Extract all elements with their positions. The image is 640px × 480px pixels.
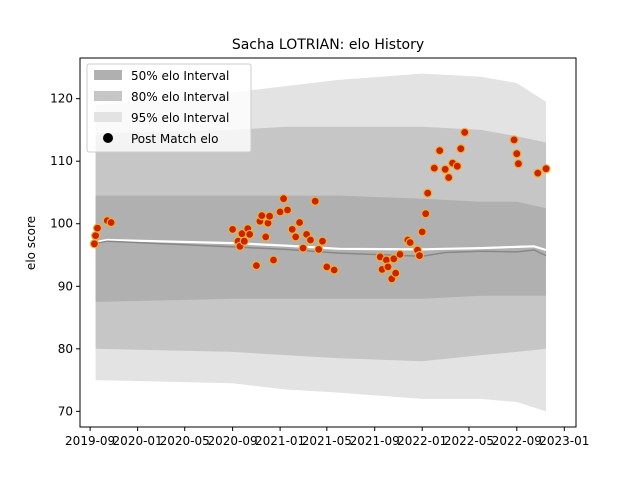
- x-tick-label: 2020-09: [208, 434, 258, 448]
- x-tick-label: 2020-01: [113, 434, 163, 448]
- post-match-point: [429, 163, 439, 173]
- x-tick-label: 2023-01: [539, 434, 589, 448]
- x-tick-label: 2022-01: [397, 434, 447, 448]
- post-match-point: [298, 243, 308, 253]
- post-match-point: [322, 262, 332, 272]
- post-match-point: [314, 244, 324, 254]
- y-tick-label: 70: [58, 404, 73, 418]
- axes: 70 80 90 100 110 120 2019-092020-012020-052020…: [50, 57, 589, 448]
- legend-label-80: 80% elo Interval: [131, 90, 229, 104]
- y-tick-label: 80: [58, 342, 73, 356]
- post-match-point: [275, 207, 285, 217]
- x-tick-label: 2021-05: [302, 434, 352, 448]
- post-match-point: [245, 229, 255, 239]
- y-tick-label: 100: [50, 217, 73, 231]
- post-match-point: [435, 146, 445, 156]
- post-match-point: [329, 265, 339, 275]
- post-match-point: [287, 224, 297, 234]
- post-match-point: [405, 237, 415, 248]
- post-match-point: [305, 235, 316, 245]
- legend-marker-point: [103, 133, 113, 143]
- x-tick-label: 2021-09: [350, 434, 400, 448]
- y-tick-label: 120: [50, 92, 73, 106]
- legend-label-point: Post Match elo: [131, 132, 218, 146]
- post-match-point: [423, 188, 433, 198]
- post-match-point: [92, 223, 103, 233]
- post-match-point: [395, 249, 405, 259]
- post-match-point: [421, 209, 431, 219]
- legend-frame: [86, 63, 252, 153]
- post-match-point: [533, 168, 543, 178]
- legend-swatch-50: [94, 70, 122, 80]
- post-match-point: [265, 211, 275, 221]
- x-tick-label: 2021-01: [255, 434, 305, 448]
- x-tick-label: 2022-05: [444, 434, 494, 448]
- post-match-point: [460, 127, 470, 137]
- post-match-point: [541, 164, 551, 174]
- y-tick-label: 110: [50, 154, 73, 168]
- post-match-point: [89, 239, 100, 249]
- post-match-point: [414, 251, 425, 261]
- legend-label-50: 50% elo Interval: [131, 69, 229, 83]
- post-match-point: [295, 217, 305, 228]
- x-tick-label: 2020-05: [160, 434, 210, 448]
- post-match-point: [291, 232, 301, 242]
- post-match-point: [251, 261, 261, 271]
- post-match-point: [383, 262, 393, 272]
- y-tick-label: 90: [58, 279, 73, 293]
- post-match-point: [444, 172, 454, 183]
- post-match-point: [512, 149, 522, 159]
- post-match-point: [417, 227, 427, 237]
- post-match-point: [90, 231, 101, 241]
- post-match-point: [257, 211, 267, 221]
- legend: 50% elo Interval 80% elo Interval 95% el…: [86, 63, 252, 153]
- post-match-point: [389, 254, 399, 264]
- legend-label-95: 95% elo Interval: [131, 111, 229, 125]
- post-match-point: [261, 232, 271, 242]
- post-match-point: [452, 161, 462, 171]
- post-match-point: [456, 144, 466, 154]
- post-match-point: [228, 224, 238, 234]
- median-line: [93, 238, 547, 252]
- post-match-point: [391, 268, 401, 278]
- post-match-point: [268, 255, 279, 265]
- post-match-points: [89, 127, 551, 284]
- post-match-point: [239, 236, 249, 246]
- post-match-point: [317, 236, 328, 246]
- chart-title: Sacha LOTRIAN: elo History: [232, 37, 424, 53]
- plot-frame: [79, 57, 577, 428]
- post-match-point: [279, 194, 289, 204]
- post-match-point: [310, 196, 320, 206]
- post-match-point: [509, 135, 519, 145]
- x-tick-label: 2019-09: [65, 434, 115, 448]
- post-match-point: [440, 164, 450, 174]
- post-match-point: [106, 217, 116, 228]
- x-tick-label: 2022-09: [492, 434, 542, 448]
- y-axis-label: elo score: [24, 216, 38, 270]
- legend-swatch-95: [94, 112, 122, 122]
- post-match-point: [513, 159, 524, 169]
- legend-swatch-80: [94, 91, 122, 101]
- post-match-point: [282, 205, 293, 215]
